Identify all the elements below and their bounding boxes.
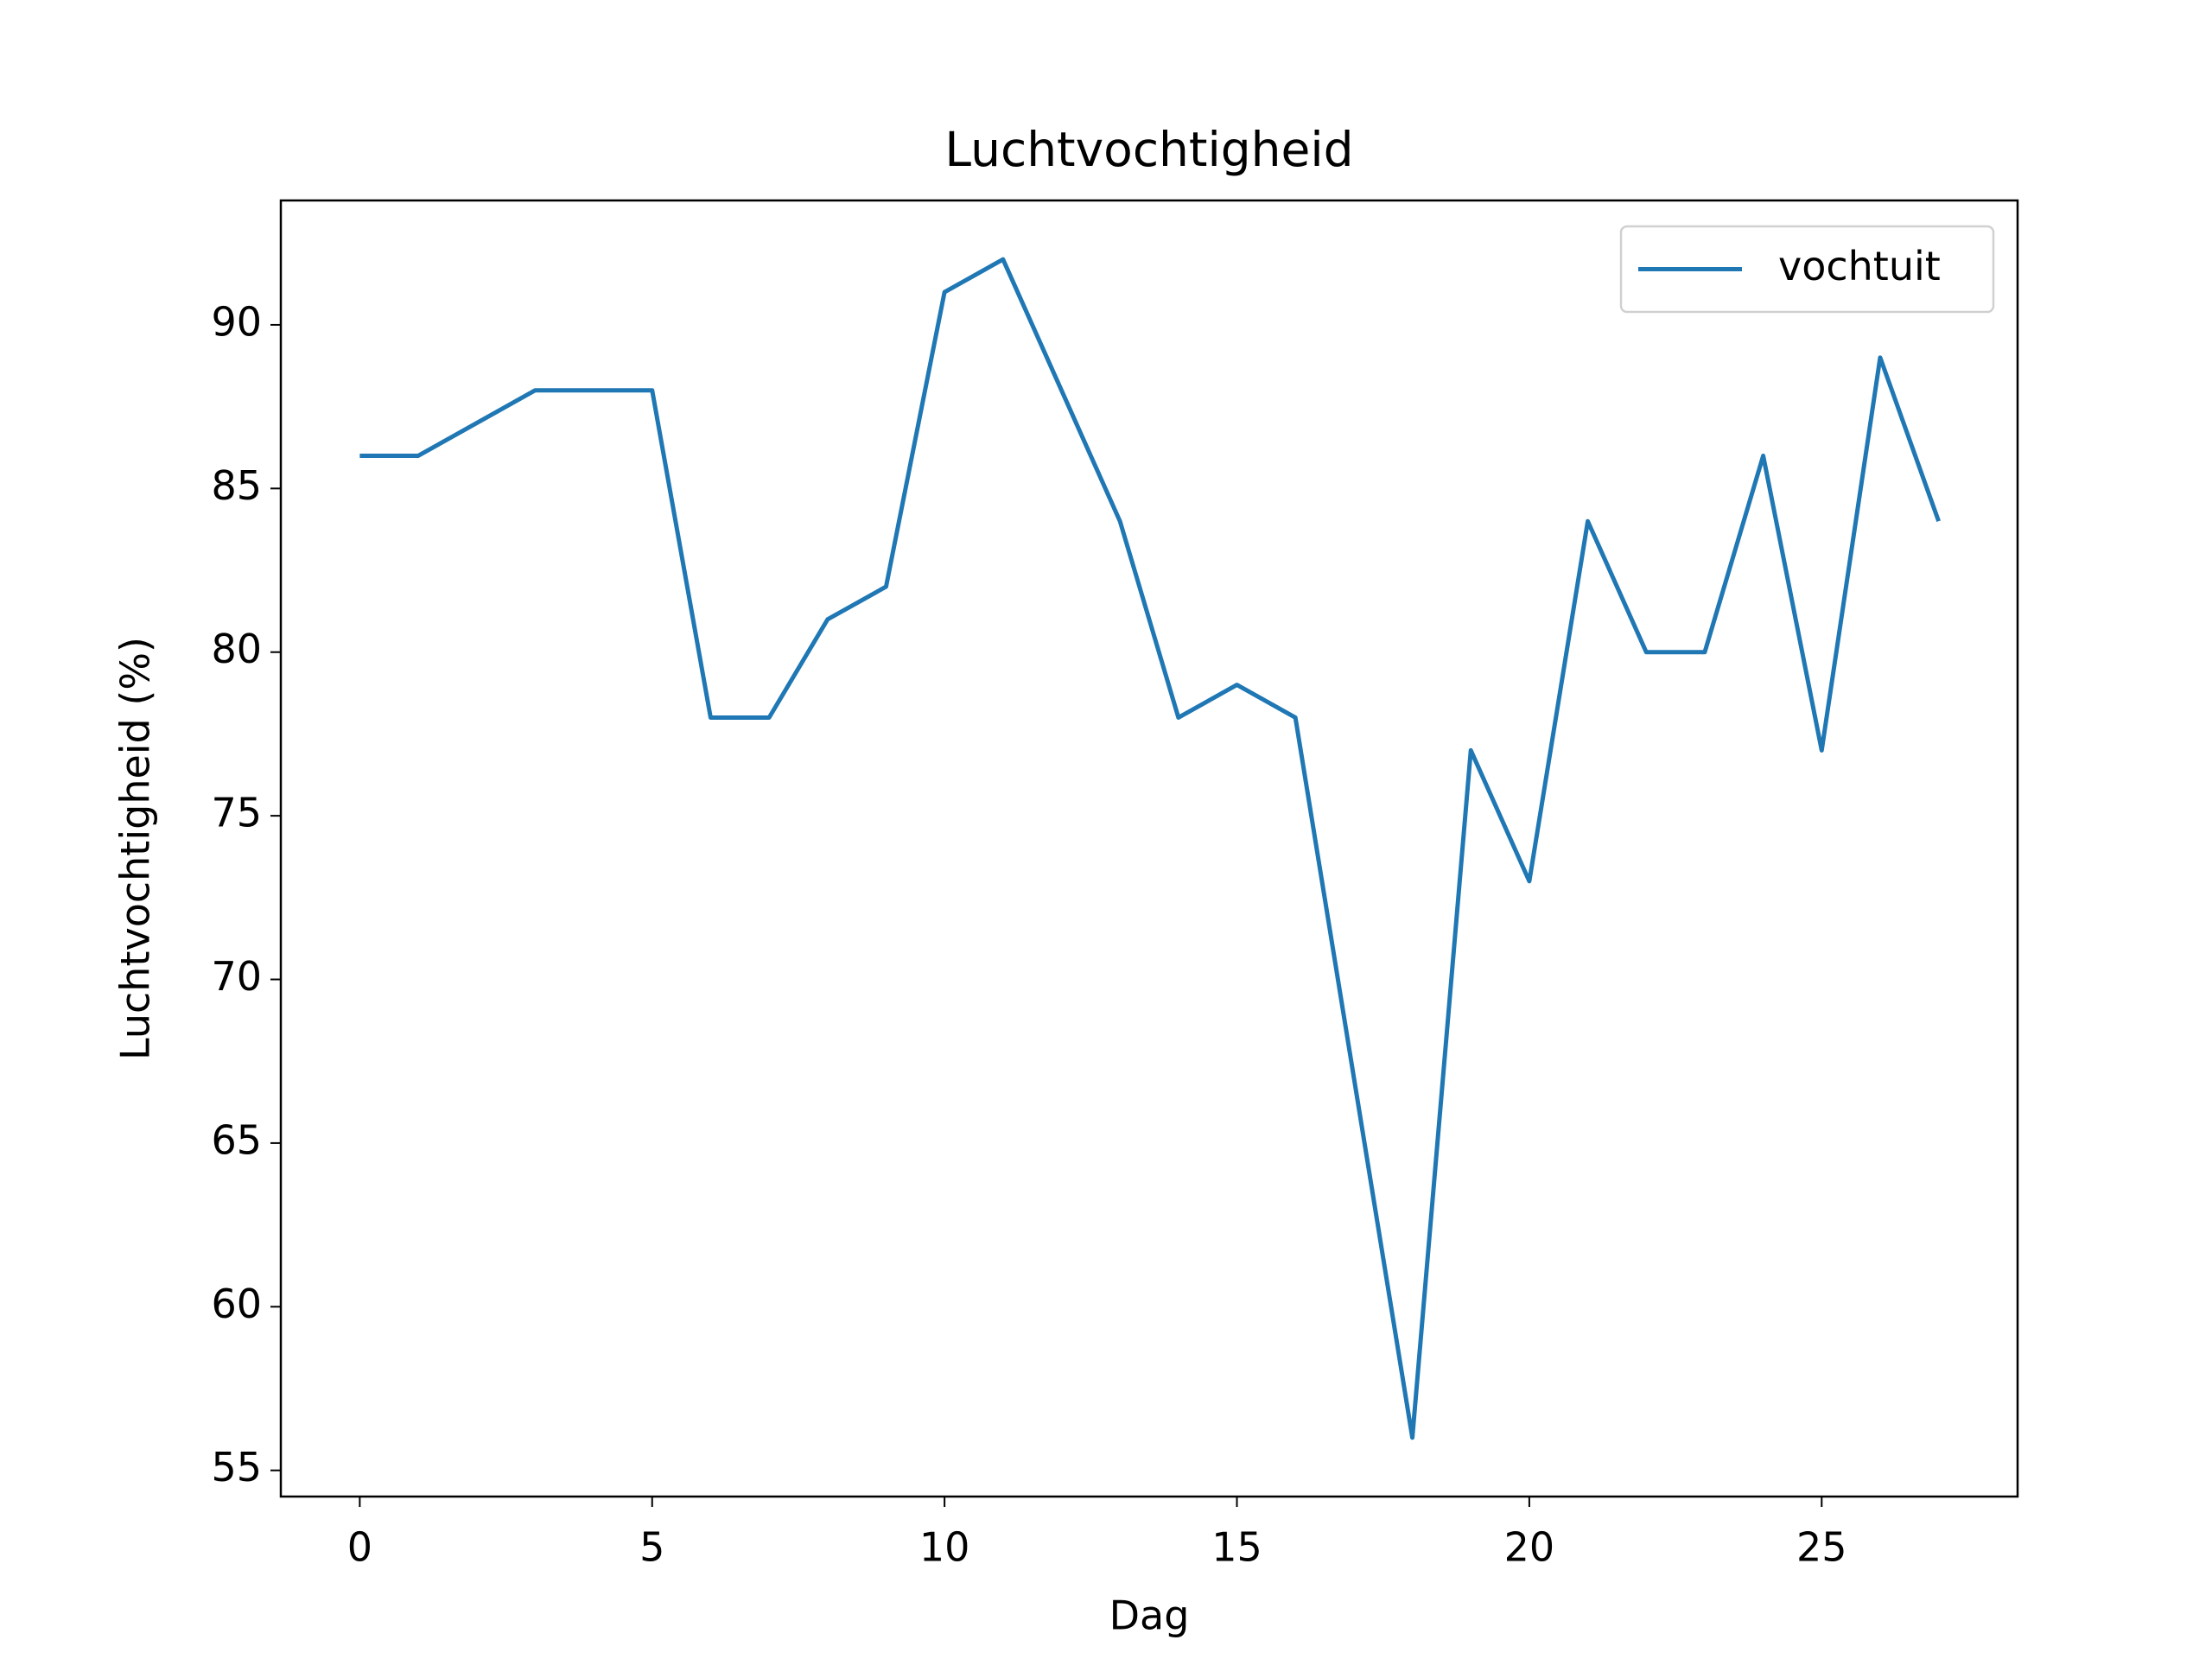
legend-box bbox=[1619, 225, 1995, 314]
x-tick-label: 15 bbox=[1211, 1524, 1262, 1571]
y-tick-label: 70 bbox=[211, 953, 262, 1000]
chart-title: Luchtvochtigheid bbox=[944, 122, 1353, 177]
x-tick-label: 5 bbox=[639, 1524, 664, 1571]
x-tick-label: 0 bbox=[347, 1524, 372, 1571]
x-tick-label: 25 bbox=[1796, 1524, 1847, 1571]
x-tick-label: 10 bbox=[919, 1524, 970, 1571]
y-tick-label: 75 bbox=[211, 790, 262, 836]
x-tick-label: 20 bbox=[1504, 1524, 1555, 1571]
y-tick-label: 60 bbox=[211, 1281, 262, 1327]
legend-label: vochtuit bbox=[1778, 243, 1941, 289]
y-tick-label: 80 bbox=[211, 626, 262, 672]
x-axis-label: Dag bbox=[1109, 1592, 1190, 1639]
data-line bbox=[359, 257, 1941, 1440]
y-axis-label: Luchtvochtigheid (%) bbox=[112, 637, 159, 1060]
y-tick-label: 90 bbox=[211, 298, 262, 345]
y-tick-label: 55 bbox=[211, 1444, 262, 1491]
plot-frame bbox=[279, 199, 2019, 1498]
y-tick-label: 65 bbox=[211, 1116, 262, 1163]
y-tick-label: 85 bbox=[211, 462, 262, 509]
